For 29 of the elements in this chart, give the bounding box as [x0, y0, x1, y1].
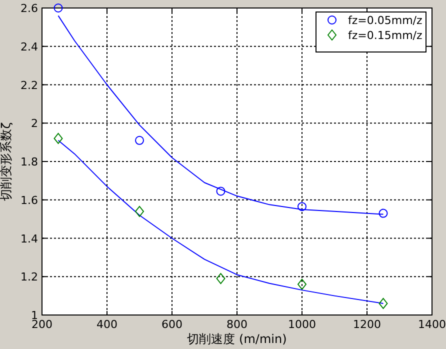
point [54, 4, 63, 12]
x-tick-label: 800 [226, 318, 248, 331]
point [216, 186, 226, 196]
y-tick-label: 1.2 [20, 270, 38, 284]
y-tick-label: 1.8 [20, 156, 38, 168]
y-tick-label: 2.4 [20, 40, 38, 54]
x-tick-label: 1200 [353, 318, 381, 331]
point [135, 136, 144, 145]
x-tick-label: 200 [32, 318, 52, 331]
point [54, 132, 63, 144]
y-tick-label: 2.2 [20, 78, 38, 92]
y-tick-label: 2.6 [20, 2, 38, 15]
point [378, 208, 388, 218]
y-tick-label: 1.4 [20, 232, 38, 246]
legend-label: fz=0.15mm/z [348, 29, 422, 42]
x-tick-label: 1400 [418, 318, 446, 331]
point [378, 298, 388, 309]
y-tick-label: 1.6 [20, 194, 38, 207]
point [135, 206, 144, 217]
legend-label: fz=0.05mm/z [348, 14, 422, 27]
x-tick-label: 1000 [288, 318, 316, 331]
point [298, 202, 306, 212]
point [216, 273, 226, 284]
x-tick-label: 400 [96, 318, 118, 331]
point [298, 278, 306, 290]
x-tick-label: 600 [162, 318, 182, 331]
y-axis-title: 切削变形系数ζ [0, 122, 13, 201]
y-tick-label: 2 [31, 117, 38, 130]
x-axis-title: 切削速度 (m/min) [187, 332, 287, 346]
